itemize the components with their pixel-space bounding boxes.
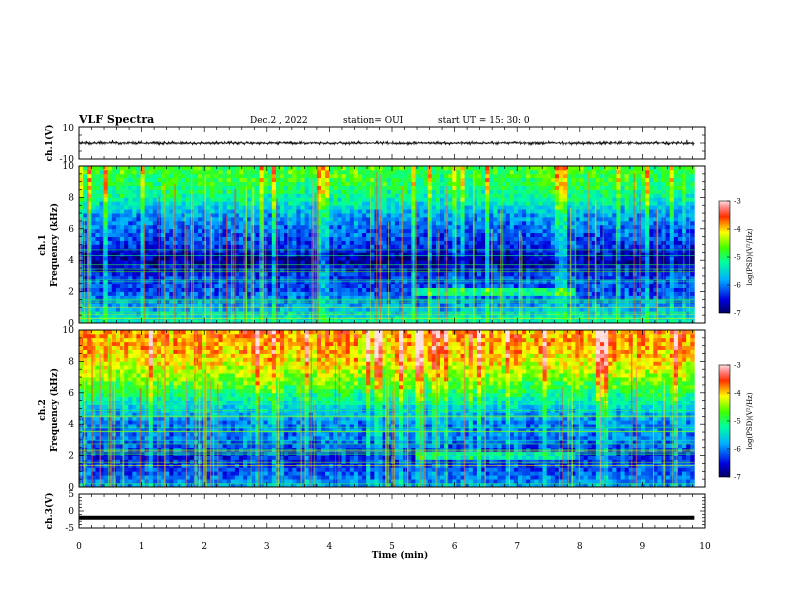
ch1-waveform-ylabel: ch.1(V) (44, 125, 55, 162)
ch1-waveform-trace (78, 139, 695, 147)
ch1-ytick-label-top: 10 (63, 124, 75, 134)
ch3-ytick-label: 0 (68, 507, 74, 517)
x-tick-label: 4 (327, 542, 333, 552)
ch3-waveform-frame (78, 493, 706, 529)
ytick-label: 8 (68, 193, 74, 203)
x-axis-label: Time (min) (372, 550, 429, 561)
colorbar-tick-label: -6 (734, 446, 741, 454)
x-tick-label: 10 (699, 542, 711, 552)
ch3-ytick-label: 5 (68, 490, 74, 500)
colorbar-tick-label: -7 (734, 310, 741, 318)
colorbar-tick-label: -5 (734, 418, 741, 426)
ch3-ytick-labels: -5 0 5 (65, 490, 74, 534)
ch3-waveform-ylabel: ch.3(V) (44, 493, 55, 530)
date-label: Dec.2 , 2022 (250, 116, 308, 126)
x-tick-label: 0 (76, 542, 82, 552)
ch2-spectrogram-image (79, 330, 705, 488)
x-tick-label: 6 (452, 542, 458, 552)
x-tick-label: 2 (201, 542, 207, 552)
ytick-label: 10 (63, 162, 75, 172)
ytick-label: 8 (68, 357, 74, 367)
ytick-label: 4 (68, 256, 74, 266)
ch1-colorbar: -3 -4 -5 -6 -7 log(PSD)(V²/Hz) (718, 198, 754, 318)
ch3-ticks (78, 493, 706, 529)
start-time-label: start UT = 15: 30: 0 (438, 116, 530, 126)
ytick-label: 4 (68, 420, 74, 430)
colorbar-tick-label: -6 (734, 282, 741, 290)
x-tick-label: 3 (264, 542, 270, 552)
colorbar-tick-label: -5 (734, 254, 741, 262)
ytick-label: 0 (68, 319, 74, 329)
ytick-label: 6 (68, 389, 74, 399)
ytick-label: 6 (68, 225, 74, 235)
figure-title: VLF Spectra (78, 113, 154, 126)
station-label: station= OUI (343, 116, 404, 126)
ch1-ticks (78, 126, 706, 160)
colorbar-tick-label: -4 (734, 226, 741, 234)
ch1-spectrogram-channel-label: ch.1 (38, 234, 48, 255)
ytick-label: 2 (68, 452, 74, 462)
colorbar-tick-label: -3 (734, 362, 741, 370)
ytick-label: 2 (68, 288, 74, 298)
ch1-colorbar-ticks: -3 -4 -5 -6 -7 (727, 198, 741, 318)
ch1-ytick-label-bottom: -10 (60, 155, 75, 165)
ytick-label: 10 (63, 326, 75, 336)
x-tick-label: 1 (139, 542, 145, 552)
x-tick-label: 7 (514, 542, 520, 552)
ytick-label: 0 (68, 483, 74, 493)
ch1-spectrogram-ylabel: Frequency (kHz) (49, 203, 60, 287)
ch2-spectrogram-ylabel: Frequency (kHz) (49, 368, 60, 452)
ch1-spectrogram-panel: 0 2 4 6 8 10 ch.1 Frequency (kHz) -3 -4 -5 -6 -7 … (38, 162, 754, 329)
colorbar-tick-label: -4 (734, 390, 741, 398)
ch1-colorbar-label: log(PSD)(V²/Hz) (746, 228, 754, 285)
x-tick-label: 5 (389, 542, 395, 552)
ch1-spectrogram-ticks (78, 165, 706, 324)
x-tick-label: 9 (640, 542, 646, 552)
ch2-colorbar-label: log(PSD)(V²/Hz) (746, 392, 754, 449)
ch1-spectrogram-image (79, 166, 705, 324)
ch1-spectrogram-ytick-labels: 0 2 4 6 8 10 (63, 162, 75, 329)
ch3-ytick-label: -5 (65, 524, 74, 534)
colorbar-tick-label: -3 (734, 198, 741, 206)
ch1-waveform-panel: 10 -10 ch.1(V) (44, 124, 706, 165)
x-axis-tick-labels: 0 1 2 3 4 5 6 7 8 9 10 (76, 542, 711, 552)
ch2-colorbar: -3 -4 -5 -6 -7 log(PSD)(V²/Hz) (718, 362, 754, 482)
ch2-spectrogram-ticks (78, 329, 706, 488)
colorbar-tick-label: -7 (734, 474, 741, 482)
ch2-spectrogram-ytick-labels: 0 2 4 6 8 10 (63, 326, 75, 493)
ch2-colorbar-ticks: -3 -4 -5 -6 -7 (727, 362, 741, 482)
ch2-spectrogram-panel: 0 2 4 6 8 10 ch.2 Frequency (kHz) -3 -4 -5 -6 -7 … (38, 326, 754, 493)
ch3-waveform-panel: -5 0 5 ch.3(V) (44, 490, 706, 534)
x-tick-label: 8 (577, 542, 583, 552)
ch2-spectrogram-channel-label: ch.2 (38, 399, 48, 420)
